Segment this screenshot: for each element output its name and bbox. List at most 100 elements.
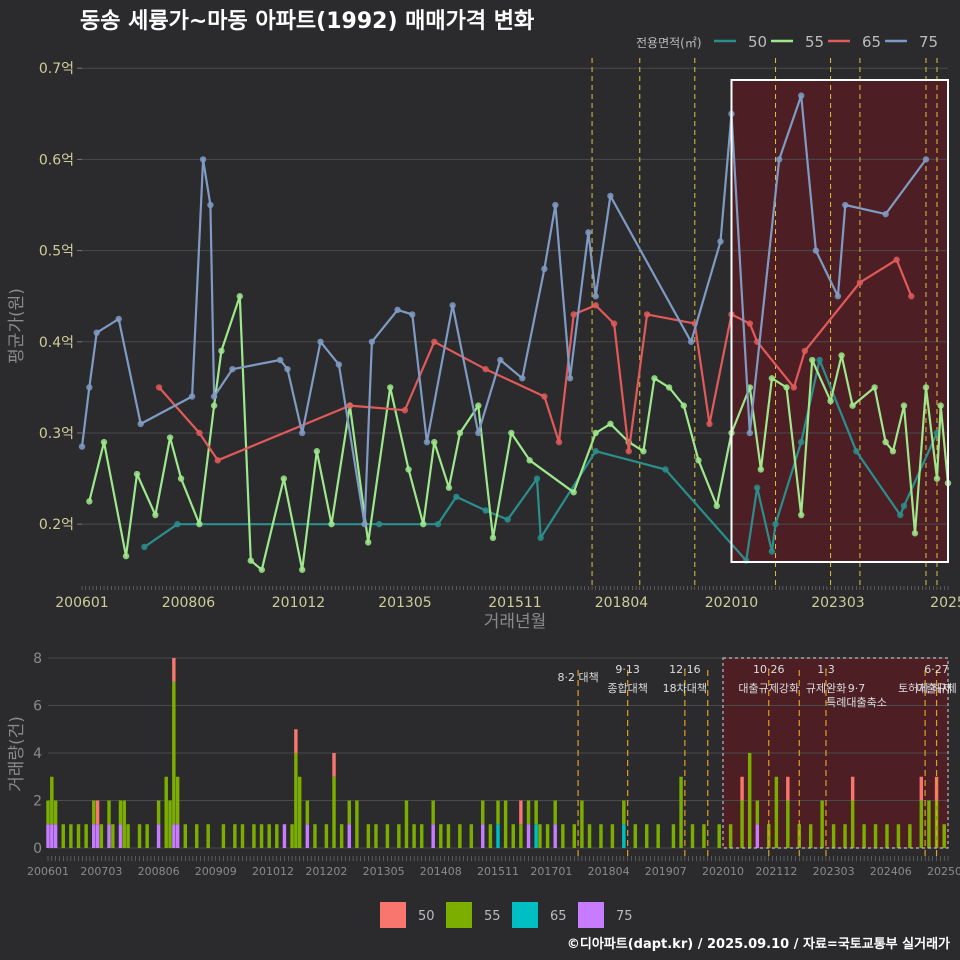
- data-point-65: [643, 311, 651, 318]
- volume-bar-50: [850, 776, 855, 801]
- volume-bar-55: [431, 800, 435, 825]
- volume-bar-55: [397, 824, 401, 848]
- data-point-55: [570, 489, 577, 496]
- volume-bar-55: [942, 824, 946, 848]
- volume-bar-55: [374, 824, 378, 848]
- volume-x-tick-label: 202303: [813, 865, 855, 878]
- volume-bar-55: [873, 824, 878, 848]
- volume-bar-55: [446, 824, 451, 848]
- data-point-65: [196, 429, 203, 437]
- data-point-55: [247, 557, 254, 564]
- data-point-55: [680, 402, 687, 409]
- volume-x-tick-label: 202509: [927, 865, 960, 878]
- data-point-65: [214, 457, 221, 464]
- data-point-50: [453, 493, 460, 501]
- chart-title: 동송 세륭가~마동 아파트(1992) 매매가격 변화: [80, 9, 534, 34]
- volume-y-axis-label: 거래량(건): [7, 716, 27, 792]
- data-point-75: [592, 293, 599, 300]
- volume-bar-55: [671, 824, 676, 848]
- data-point-75: [449, 302, 456, 309]
- price-highlight-area: [731, 80, 948, 562]
- volume-bar-55: [885, 824, 889, 848]
- price-y-axis-label: 평균가(원): [7, 288, 27, 364]
- data-point-50: [434, 520, 442, 528]
- data-point-75: [497, 356, 504, 364]
- data-point-75: [207, 201, 214, 209]
- volume-bar-55: [164, 776, 168, 848]
- volume-bar-55: [690, 824, 695, 848]
- volume-bar-55: [519, 824, 523, 848]
- data-point-75: [361, 520, 368, 528]
- data-point-55: [900, 402, 908, 409]
- data-point-55: [489, 534, 497, 542]
- volume-legend-swatch-55: [446, 902, 472, 928]
- volume-x-tick-label: 201202: [305, 865, 347, 878]
- data-point-65: [706, 420, 713, 428]
- volume-bar-75: [347, 824, 351, 848]
- volume-bar-55: [99, 824, 104, 848]
- volume-bar-55: [896, 824, 901, 848]
- data-point-55: [757, 466, 765, 473]
- data-point-55: [100, 438, 108, 446]
- volume-bar-55: [183, 824, 188, 848]
- data-point-75: [552, 201, 559, 209]
- data-point-50: [592, 448, 599, 455]
- data-point-75: [115, 315, 122, 323]
- volume-bar-55: [458, 824, 462, 848]
- volume-bar-55: [740, 800, 744, 848]
- data-point-50: [853, 448, 860, 455]
- volume-bar-65: [534, 824, 538, 848]
- price-x-tick-label: 201511: [488, 595, 541, 611]
- volume-bar-55: [481, 800, 485, 825]
- data-point-50: [816, 356, 823, 364]
- data-point-65: [482, 365, 489, 373]
- volume-legend-label-65: 65: [550, 909, 567, 924]
- data-point-55: [640, 448, 647, 455]
- volume-legend: 50 55 65 75: [380, 902, 633, 928]
- data-point-50: [482, 507, 489, 514]
- data-point-65: [790, 384, 798, 391]
- data-point-55: [387, 384, 394, 391]
- volume-bar-55: [297, 776, 302, 848]
- volume-bar-55: [728, 824, 733, 848]
- volume-bar-55: [633, 824, 638, 848]
- volume-bar-55: [267, 824, 271, 848]
- data-point-55: [218, 347, 225, 355]
- data-point-75: [922, 156, 930, 163]
- data-point-55: [871, 384, 878, 391]
- volume-bar-chart: 0 2 4 6 8 8·2 대책 9·13 종합대책 12·16 18차대책 10·26 대출규제강화…: [27, 651, 960, 878]
- data-point-75: [585, 229, 592, 236]
- data-point-50: [768, 548, 776, 555]
- data-point-55: [607, 420, 614, 428]
- data-point-50: [504, 516, 511, 523]
- volume-bar-55: [767, 824, 771, 848]
- volume-y-tick-label: 2: [33, 794, 42, 810]
- data-point-55: [365, 539, 372, 546]
- volume-bar-55: [385, 824, 390, 848]
- volume-legend-label-75: 75: [616, 909, 633, 924]
- volume-bar-50: [919, 776, 924, 801]
- volume-bar-55: [240, 824, 245, 848]
- volume-bar-55: [534, 800, 538, 825]
- data-point-65: [346, 402, 354, 409]
- volume-bar-55: [347, 800, 351, 825]
- price-x-tick-label: 201804: [595, 595, 649, 611]
- volume-bar-55: [702, 824, 706, 848]
- data-point-75: [317, 338, 324, 345]
- volume-bar-55: [656, 824, 660, 848]
- volume-bar-55: [526, 800, 531, 825]
- legend-label-65: 65: [862, 33, 881, 51]
- series-line-65: [158, 258, 913, 462]
- data-point-75: [842, 201, 849, 209]
- data-point-55: [809, 356, 816, 364]
- data-point-50: [753, 484, 761, 491]
- data-point-50: [897, 511, 904, 519]
- volume-x-tick-label: 201012: [252, 865, 294, 878]
- volume-bar-75: [553, 824, 557, 848]
- volume-x-tick-label: 201701: [530, 865, 572, 878]
- price-y-tick-label: 0.5억: [39, 244, 74, 260]
- volume-bar-55: [355, 800, 359, 848]
- data-point-65: [401, 406, 409, 414]
- volume-y-tick-label: 0: [33, 841, 42, 857]
